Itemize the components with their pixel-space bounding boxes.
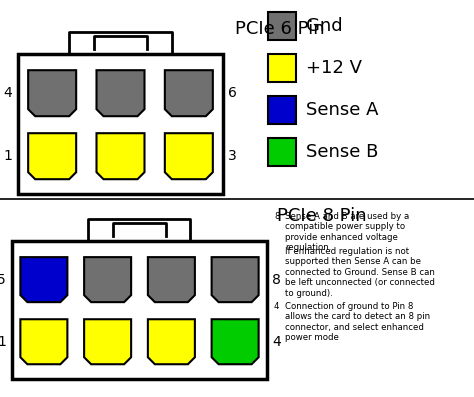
Polygon shape bbox=[28, 70, 76, 116]
Text: 4: 4 bbox=[3, 86, 12, 100]
Bar bbox=[268, 138, 296, 166]
Polygon shape bbox=[165, 133, 213, 179]
Text: Sense A: Sense A bbox=[306, 101, 379, 119]
Bar bbox=[268, 54, 296, 82]
Polygon shape bbox=[97, 70, 145, 116]
Polygon shape bbox=[211, 319, 259, 364]
Text: +12 V: +12 V bbox=[306, 59, 362, 77]
Text: 1: 1 bbox=[0, 335, 6, 349]
Bar bbox=[268, 96, 296, 124]
Text: 8: 8 bbox=[274, 212, 280, 221]
Polygon shape bbox=[84, 319, 131, 364]
Bar bbox=[18, 54, 223, 194]
Text: Sense B: Sense B bbox=[306, 143, 378, 161]
Polygon shape bbox=[20, 257, 67, 302]
Text: 8: 8 bbox=[272, 273, 281, 287]
Polygon shape bbox=[84, 257, 131, 302]
Text: Gnd: Gnd bbox=[306, 17, 343, 35]
Bar bbox=[268, 12, 296, 40]
Polygon shape bbox=[148, 319, 195, 364]
Text: If enhanced regulation is not
supported then Sense A can be
connected to Ground.: If enhanced regulation is not supported … bbox=[285, 247, 435, 298]
Polygon shape bbox=[28, 133, 76, 179]
Text: Sense A and B are used by a
compatible power supply to
provide enhanced voltage
: Sense A and B are used by a compatible p… bbox=[285, 212, 409, 252]
Text: PCIe 8 Pin: PCIe 8 Pin bbox=[277, 207, 366, 225]
Polygon shape bbox=[20, 319, 67, 364]
Text: 1: 1 bbox=[3, 149, 12, 163]
Text: Connection of ground to Pin 8
allows the card to detect an 8 pin
connector, and : Connection of ground to Pin 8 allows the… bbox=[285, 302, 430, 342]
Polygon shape bbox=[165, 70, 213, 116]
Text: 4: 4 bbox=[274, 302, 280, 311]
Polygon shape bbox=[97, 133, 145, 179]
Text: 3: 3 bbox=[228, 149, 237, 163]
Text: 6: 6 bbox=[228, 86, 237, 100]
Polygon shape bbox=[148, 257, 195, 302]
Text: PCIe 6 Pin: PCIe 6 Pin bbox=[235, 20, 325, 38]
Polygon shape bbox=[211, 257, 259, 302]
Bar bbox=[12, 241, 267, 379]
Text: 4: 4 bbox=[272, 335, 281, 349]
Text: 5: 5 bbox=[0, 273, 6, 287]
